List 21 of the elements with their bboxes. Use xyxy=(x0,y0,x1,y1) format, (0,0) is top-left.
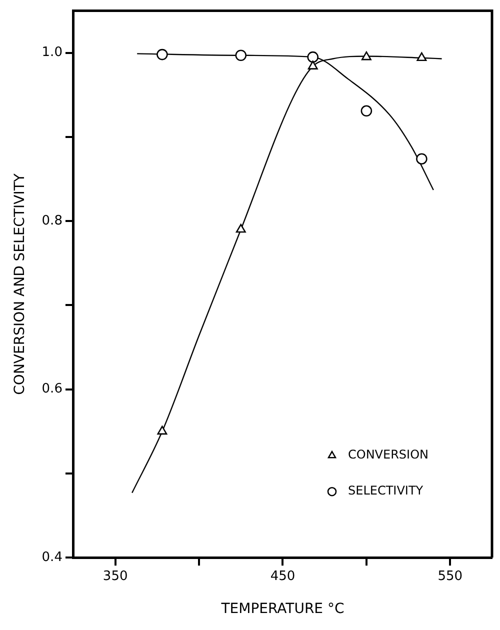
x-tick-label: 350 xyxy=(102,568,128,584)
point xyxy=(236,224,246,233)
y-tick-label: 0.6 xyxy=(42,382,62,397)
x-tick-label: 450 xyxy=(270,568,296,584)
y-tick-label: 0.8 xyxy=(42,213,62,228)
point xyxy=(416,52,427,62)
point xyxy=(308,60,318,70)
point xyxy=(156,48,168,60)
point xyxy=(157,426,168,435)
x-axis-title: TEMPERATURE °C xyxy=(220,601,344,618)
x-tick-label: 550 xyxy=(438,568,463,584)
legend-label: CONVERSION xyxy=(348,448,429,462)
y-tick-label: 0.4 xyxy=(42,550,62,565)
legend-label: SELECTIVITY xyxy=(348,484,424,498)
y-tick-label: 1.0 xyxy=(42,45,62,60)
point xyxy=(360,105,372,117)
point xyxy=(235,50,247,62)
point xyxy=(307,51,319,63)
y-axis-title: CONVERSION AND SELECTIVITY xyxy=(12,173,28,395)
point xyxy=(416,153,428,165)
point xyxy=(361,51,372,60)
